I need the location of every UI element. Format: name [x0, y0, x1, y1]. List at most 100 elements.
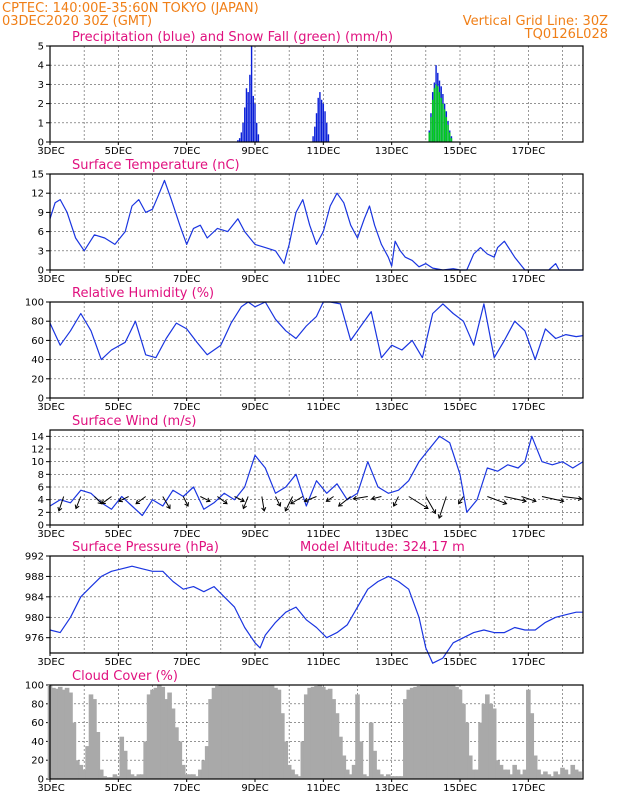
wind-title: Surface Wind (m/s) — [72, 414, 196, 429]
wind-vector-arrow — [338, 496, 351, 507]
pressure-ytick-label: 976 — [25, 633, 44, 644]
cloud-bar — [122, 750, 128, 779]
wind-vector-arrowhead — [184, 502, 189, 507]
wind-vector-arrowhead — [370, 495, 376, 501]
wind-vector-arrow — [487, 496, 507, 505]
cloud-bar — [560, 767, 565, 779]
wind-vector-arrowhead — [166, 504, 171, 510]
wind-xtick-label: 9DEC — [241, 529, 268, 540]
cloud-bar — [57, 686, 63, 779]
precip-bar — [428, 132, 430, 142]
cloud-bar — [362, 774, 367, 779]
wind-vector-arrow — [234, 496, 245, 502]
precip-title: Precipitation (blue) and Snow Fall (gree… — [72, 30, 393, 45]
wind-vector-arrowhead — [531, 497, 537, 503]
wind-vector-arrowhead — [502, 500, 508, 506]
cloud-bar — [457, 689, 463, 779]
cloud-bar — [191, 774, 196, 779]
cloud-bar — [351, 764, 357, 779]
cloud-bar — [85, 746, 90, 779]
cloud-panel: 0 20 40 60 80 100 3DEC 5DEC 7DEC 9DEC 11DEC 13DEC 15… — [25, 669, 584, 794]
precip-bar — [322, 103, 325, 142]
cloud-bar — [488, 703, 494, 779]
precip-xtick-label: 11DEC — [306, 146, 340, 157]
wind-vector-arrow — [217, 496, 228, 505]
precip-xtick-label: 5DEC — [105, 146, 132, 157]
wind-vector-arrow — [425, 496, 436, 514]
temp-ytick-label: 3 — [38, 246, 44, 257]
cloud-bar — [546, 774, 552, 779]
cloud-bar — [109, 777, 114, 779]
wind-vector-arrow — [458, 496, 464, 504]
wind-vector-arrow — [182, 496, 189, 507]
precip-bar — [254, 103, 256, 142]
wind-vector-arrow — [371, 496, 382, 500]
wind-vector-arrow — [284, 496, 294, 512]
precip-frame — [49, 45, 584, 143]
wind-vector-arrow — [275, 496, 281, 507]
wind-ytick-label: 12 — [31, 445, 44, 456]
temp-frame — [49, 173, 584, 271]
temp-xtick-label: 9DEC — [241, 274, 268, 285]
rh-frame — [49, 301, 584, 399]
cloud-xtick-label: 5DEC — [105, 783, 132, 794]
cloud-xtick-label: 15DEC — [443, 783, 477, 794]
wind-vector-arrow — [290, 496, 304, 505]
pressure-frame — [49, 555, 584, 654]
precip-bar — [435, 84, 437, 142]
cloud-bar — [133, 776, 138, 779]
cloud-bar — [146, 694, 152, 779]
header-grid-note: Vertical Grid Line: 30Z — [463, 14, 608, 29]
temp-xtick-label: 13DEC — [375, 274, 409, 285]
cloud-bar — [515, 769, 521, 779]
wind-vector-arrowhead — [74, 504, 80, 510]
cloud-bar — [262, 685, 268, 779]
cloud-bar — [532, 755, 538, 779]
pressure-xtick-label: 11DEC — [306, 657, 340, 668]
cloud-bar — [92, 699, 97, 779]
cloud-bar — [474, 769, 480, 779]
cloud-bar — [61, 689, 66, 779]
pressure-xtick-label: 9DEC — [241, 657, 268, 668]
cloud-bar — [321, 686, 326, 779]
cloud-bar — [290, 769, 295, 779]
cloud-bar — [68, 692, 73, 779]
wind-xtick-label: 3DEC — [37, 529, 64, 540]
cloud-bar — [297, 776, 302, 779]
rh-xtick-label: 3DEC — [37, 402, 64, 413]
pressure-title: Surface Pressure (hPa) — [72, 540, 219, 555]
cloud-bar — [71, 722, 77, 779]
wind-vector-arrow — [353, 496, 368, 500]
cloud-bar — [464, 722, 470, 779]
cloud-bar — [392, 776, 398, 779]
wind-vector-arrow — [326, 496, 334, 502]
cloud-bar — [286, 764, 292, 779]
cloud-xtick-label: 11DEC — [306, 783, 340, 794]
cloud-bar — [88, 694, 94, 779]
cloud-bar — [180, 764, 186, 779]
cloud-bar — [577, 771, 582, 779]
wind-vector-arrow — [118, 496, 129, 502]
precip-bar — [437, 86, 439, 142]
precip-bar — [445, 117, 448, 142]
temp-xtick-label: 7DEC — [173, 274, 200, 285]
cloud-bar — [221, 685, 227, 779]
precip-bar — [319, 92, 321, 142]
cloud-bar — [423, 685, 429, 779]
temp-xtick-label: 17DEC — [511, 274, 545, 285]
header-model-code: TQ0126L028 — [524, 27, 608, 42]
pressure-ytick-label: 992 — [25, 552, 44, 563]
cloud-bar — [98, 769, 104, 779]
cloud-bar — [567, 774, 572, 779]
cloud-xtick-label: 17DEC — [511, 783, 545, 794]
precip-bar — [238, 138, 241, 142]
cloud-bar — [160, 686, 166, 779]
cloud-bar — [549, 776, 555, 779]
rh-xtick-label: 7DEC — [173, 402, 200, 413]
wind-vector-arrowhead — [437, 514, 443, 519]
wind-xtick-label: 7DEC — [173, 529, 200, 540]
cloud-bar — [570, 764, 576, 779]
wind-vector-arrowhead — [290, 499, 295, 505]
